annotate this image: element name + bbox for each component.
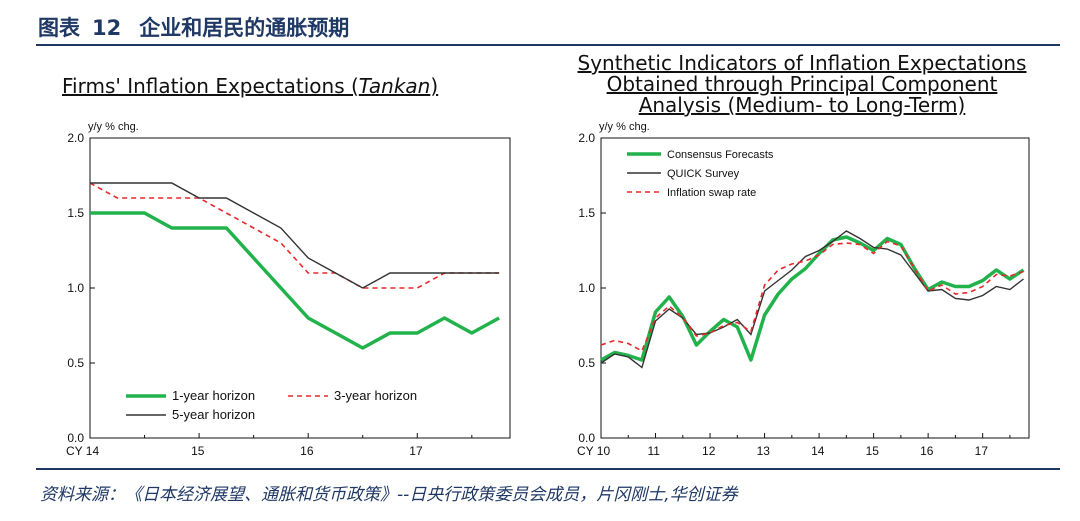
y-tick-label: 0.0 — [67, 431, 84, 445]
series-line-quick-survey — [600, 230, 1024, 369]
y-tick-label: 0.5 — [67, 356, 84, 370]
y-tick-label: 2.0 — [67, 131, 84, 145]
x-tick-label: 15 — [191, 444, 205, 458]
y-tick-label: 0.0 — [578, 431, 595, 445]
legend-label: 1-year horizon — [172, 388, 255, 403]
legend-label: Inflation swap rate — [667, 187, 756, 199]
series-line-consensus-forecasts — [600, 235, 1025, 362]
figure-title: 图表 12 企业和居民的通胀预期 — [38, 12, 349, 42]
y-tick-label: 2.0 — [578, 131, 595, 145]
legend-label: 5-year horizon — [172, 407, 255, 422]
series-line-1-year-horizon — [90, 211, 500, 350]
y-axis-label: y/y % chg. — [599, 121, 650, 133]
right-title-line-1: Synthetic Indicators of Inflation Expect… — [577, 51, 1027, 75]
x-tick-label: 15 — [866, 444, 880, 458]
figure-title-text: 企业和居民的通胀预期 — [139, 16, 350, 40]
x-tick-label: 17 — [975, 444, 989, 458]
series-line-3-year-horizon — [89, 182, 500, 289]
x-tick-label: 13 — [757, 444, 771, 458]
x-tick-label: CY 14 — [66, 444, 99, 458]
figure-label: 图表 — [38, 16, 80, 40]
series-line-5-year-horizon — [90, 182, 500, 289]
x-tick-label: CY 10 — [577, 444, 610, 458]
y-tick-label: 1.5 — [67, 206, 84, 220]
y-tick-label: 1.0 — [578, 281, 595, 295]
right-title-line-3: Analysis (Medium- to Long-Term) — [638, 93, 966, 117]
legend-label: QUICK Survey — [667, 168, 740, 180]
x-tick-label: 16 — [300, 444, 314, 458]
left-title-after: ) — [430, 74, 439, 98]
bottom-rule — [36, 468, 1060, 470]
y-axis-label: y/y % chg. — [88, 121, 139, 133]
y-tick-label: 0.5 — [578, 356, 595, 370]
figure-number: 12 — [92, 16, 122, 40]
legend-label: 3-year horizon — [334, 388, 417, 403]
right-chart-title: Synthetic Indicators of Inflation Expect… — [556, 53, 1048, 116]
y-tick-label: 1.5 — [578, 206, 595, 220]
top-rule — [36, 44, 1060, 46]
left-chart-title: Firms' Inflation Expectations (Tankan) — [62, 76, 438, 97]
x-tick-label: 17 — [409, 444, 423, 458]
legend-label: Consensus Forecasts — [667, 149, 774, 161]
left-title-before: Firms' Inflation Expectations ( — [62, 74, 359, 98]
left-title-italic: Tankan — [358, 74, 431, 98]
series-line-inflation-swap-rate — [600, 240, 1024, 353]
x-tick-label: 14 — [811, 444, 825, 458]
right-title-line-2: Obtained through Principal Component — [606, 72, 998, 96]
x-tick-label: 16 — [920, 444, 934, 458]
x-tick-label: 12 — [702, 444, 716, 458]
x-tick-label: 11 — [648, 444, 661, 458]
source-note: 资料来源：《日本经济展望、通胀和货币政策》--日央行政策委员会成员，片冈刚士,华… — [40, 485, 738, 505]
y-tick-label: 1.0 — [67, 281, 84, 295]
